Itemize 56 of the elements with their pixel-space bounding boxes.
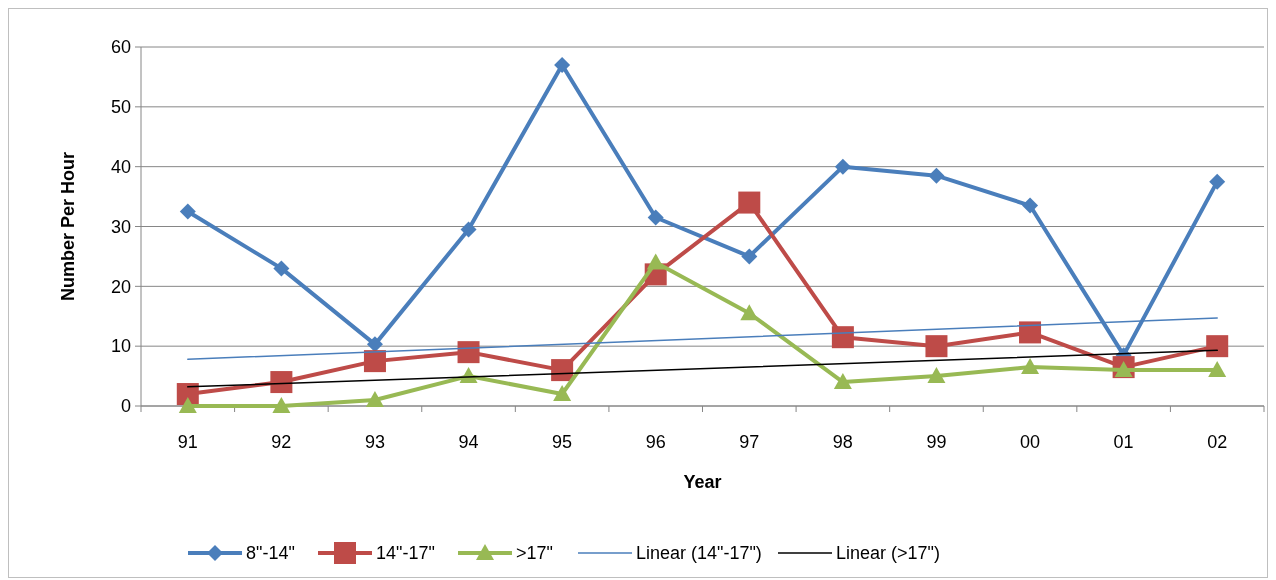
point <box>365 391 384 408</box>
x-tick-label: 99 <box>926 432 947 452</box>
x-tick-label: 01 <box>1113 432 1134 452</box>
point <box>366 336 383 353</box>
x-tick-label: 94 <box>458 432 479 452</box>
point <box>925 335 948 358</box>
point <box>834 158 851 175</box>
point <box>1209 173 1226 190</box>
legend-label: 14"-17" <box>376 543 435 564</box>
y-tick-label: 30 <box>110 216 131 237</box>
x-axis-title: Year <box>683 472 722 492</box>
point <box>178 397 197 413</box>
legend-label: 8"-14" <box>246 543 295 564</box>
y-tick-label: 50 <box>110 97 131 118</box>
x-tick-label: 96 <box>645 432 666 452</box>
y-tick-label: 10 <box>110 336 131 357</box>
point <box>554 56 571 73</box>
point <box>647 209 664 226</box>
point <box>831 326 854 349</box>
point <box>1022 197 1039 214</box>
legend-label: Linear (14"-17") <box>636 543 762 564</box>
y-tick-label: 20 <box>110 276 131 297</box>
point <box>646 253 665 270</box>
x-tick-label: 95 <box>552 432 573 452</box>
legend-label: Linear (>17") <box>836 543 940 564</box>
x-tick-label: 97 <box>739 432 760 452</box>
x-tick-label: 93 <box>364 432 385 452</box>
x-tick-label: 91 <box>177 432 198 452</box>
x-tick-label: 92 <box>271 432 292 452</box>
point <box>928 167 945 184</box>
legend-label: >17" <box>516 543 553 564</box>
point <box>1206 335 1229 358</box>
point <box>551 359 574 382</box>
point <box>1208 361 1227 378</box>
point <box>273 260 290 277</box>
point <box>738 191 761 214</box>
y-tick-label: 40 <box>110 156 131 177</box>
point <box>927 367 946 384</box>
point <box>833 373 852 390</box>
x-tick-label: 00 <box>1020 432 1041 452</box>
point <box>270 371 293 394</box>
point <box>1114 361 1133 378</box>
x-tick-label: 02 <box>1207 432 1228 452</box>
point <box>460 221 477 238</box>
point <box>1019 321 1042 344</box>
point <box>1021 358 1040 375</box>
point <box>363 350 386 373</box>
point <box>457 341 480 364</box>
x-tick-label: 98 <box>832 432 853 452</box>
point <box>272 397 291 413</box>
y-tick-label: 0 <box>120 396 131 417</box>
point <box>553 385 572 402</box>
y-tick-label: 60 <box>110 37 131 58</box>
y-axis-title: Number Per Hour <box>58 151 78 302</box>
point <box>179 203 196 220</box>
point <box>741 248 758 265</box>
